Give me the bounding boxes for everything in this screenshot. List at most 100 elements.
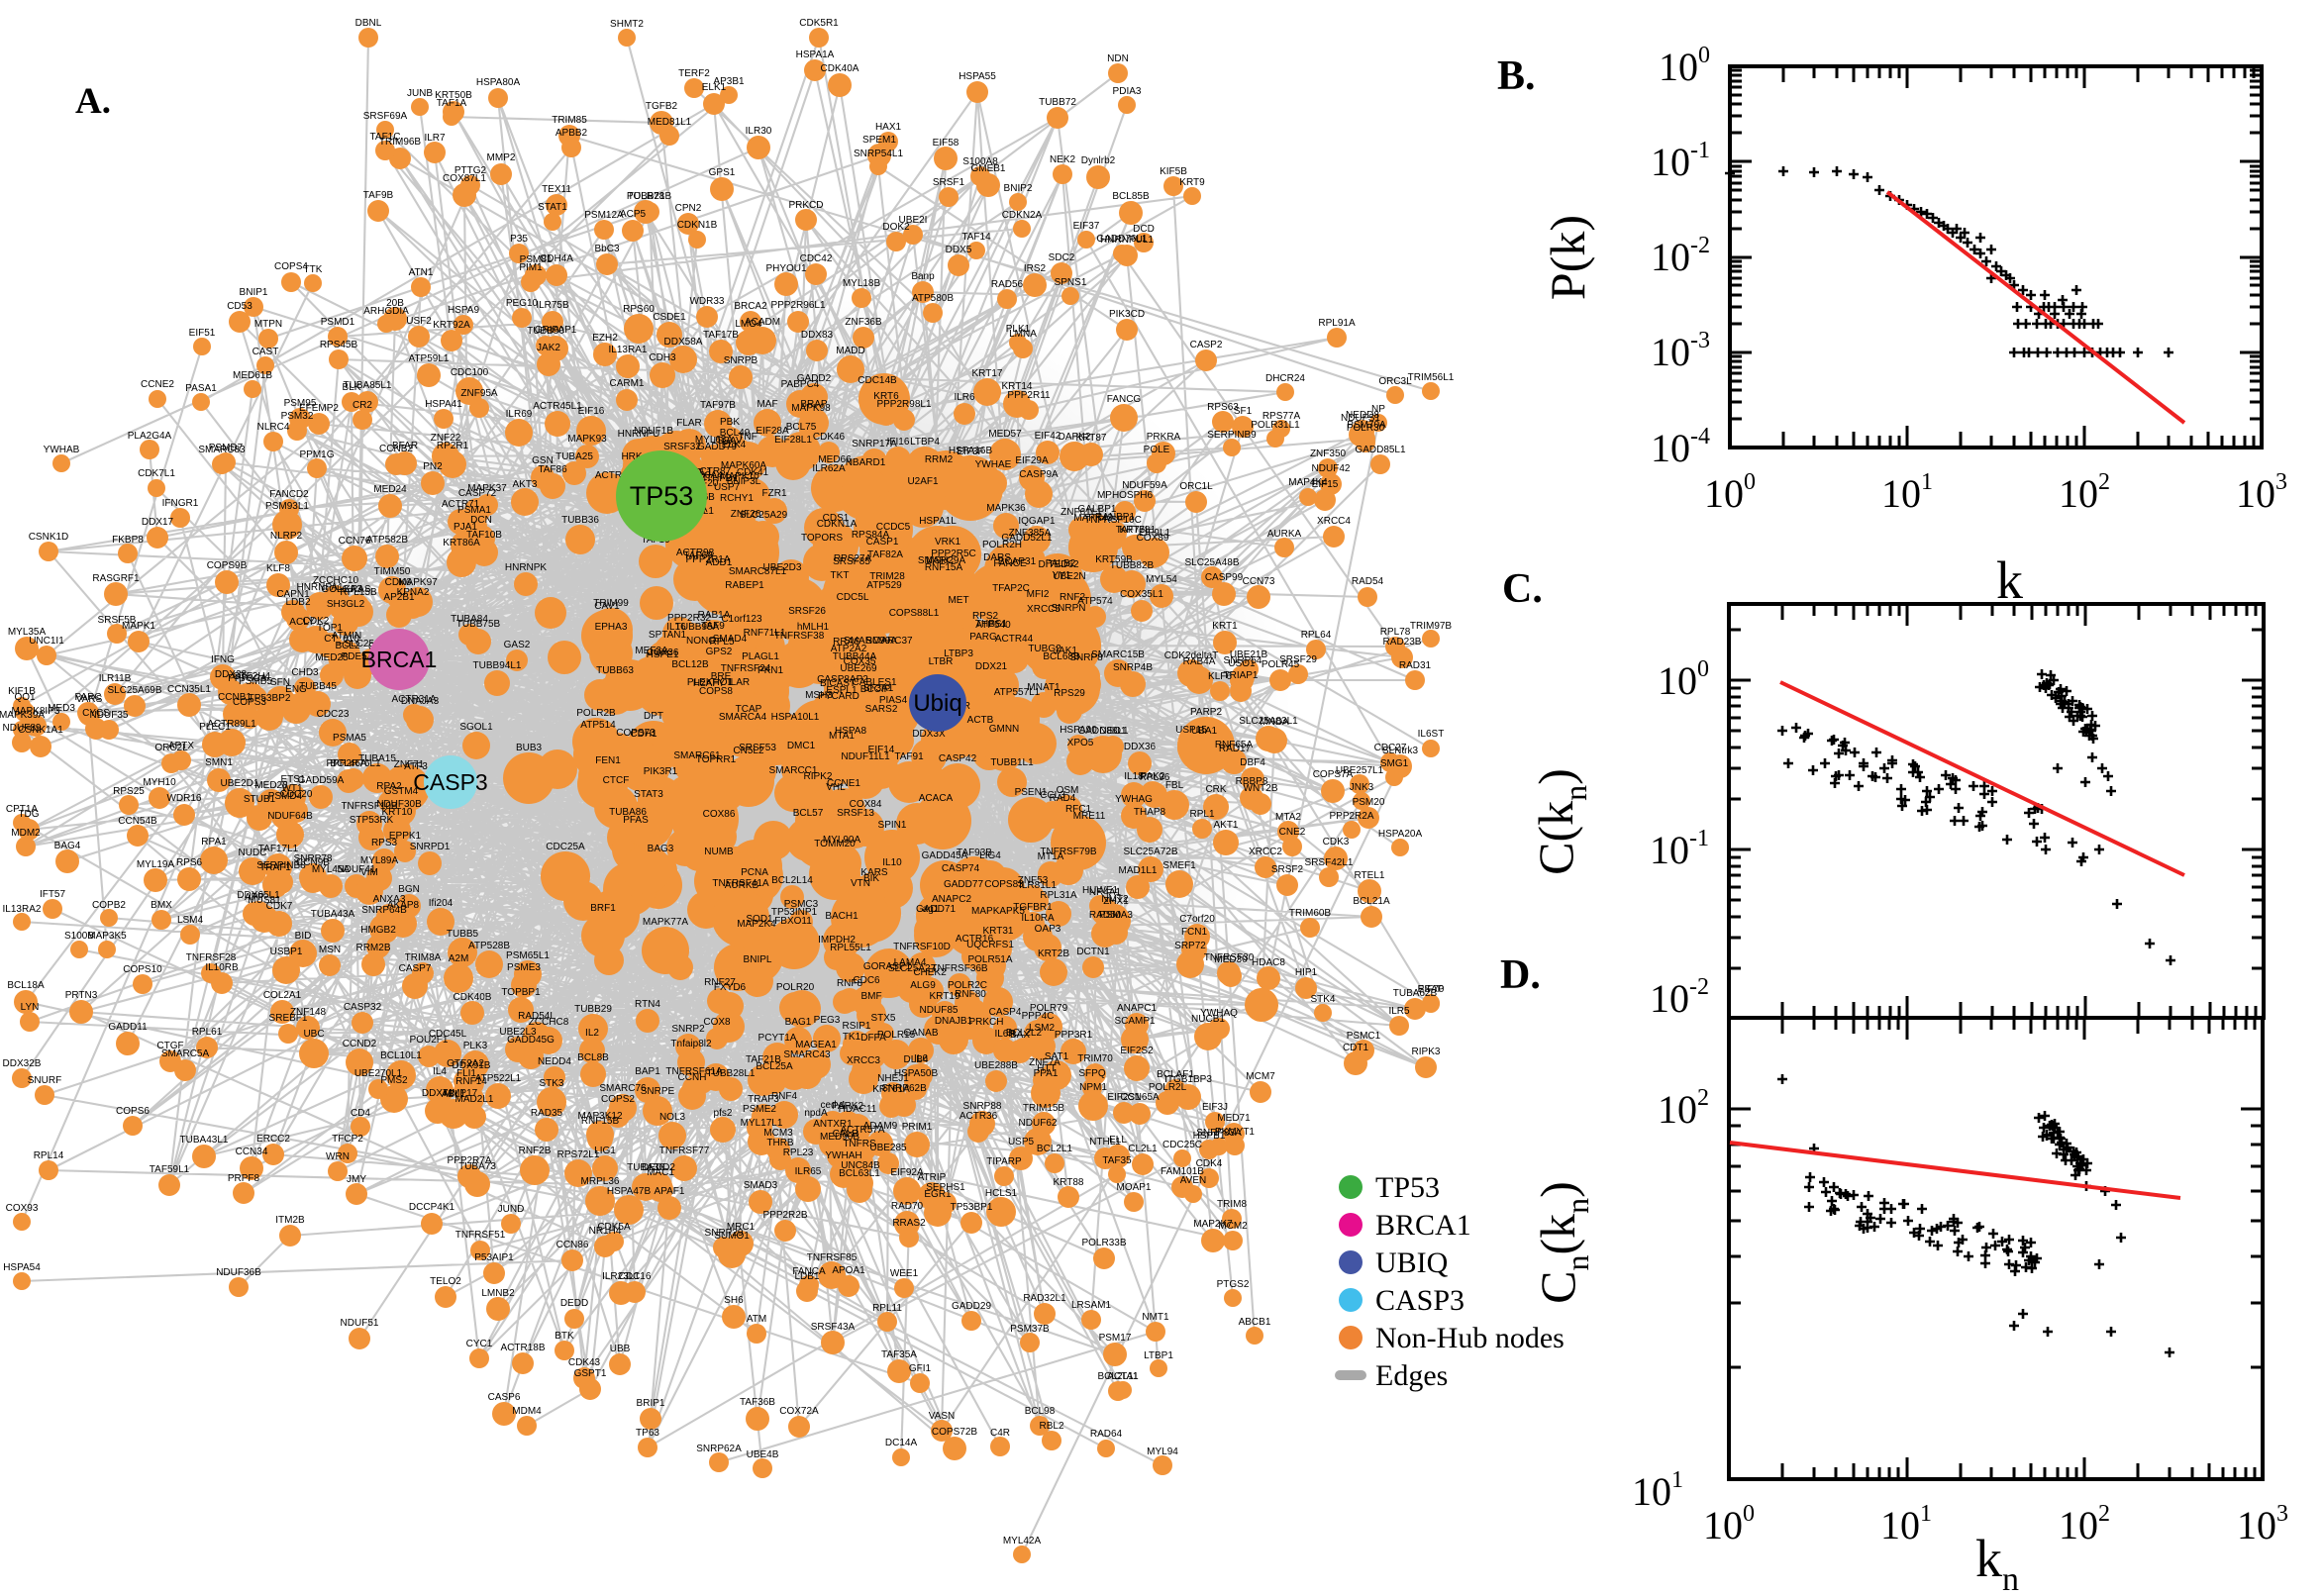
svg-text:MAPK39A: MAPK39A bbox=[0, 710, 45, 721]
svg-text:MAPK60A: MAPK60A bbox=[721, 460, 766, 471]
svg-text:TAF21B: TAF21B bbox=[746, 1054, 781, 1065]
svg-text:PSMD7: PSMD7 bbox=[209, 443, 244, 453]
svg-text:MSH3: MSH3 bbox=[805, 690, 833, 701]
svg-text:SRSF32: SRSF32 bbox=[663, 442, 701, 452]
svg-text:RNF2B: RNF2B bbox=[519, 1146, 552, 1156]
svg-text:IMPDH2: IMPDH2 bbox=[818, 935, 856, 946]
svg-text:MAP2K4: MAP2K4 bbox=[737, 919, 776, 930]
svg-text:TNFRS: TNFRS bbox=[843, 1139, 876, 1149]
svg-text:TRIM8A: TRIM8A bbox=[405, 952, 442, 963]
svg-text:TAF93B: TAF93B bbox=[957, 848, 992, 858]
svg-text:TAF35: TAF35 bbox=[1102, 1155, 1132, 1166]
svg-text:SH6: SH6 bbox=[724, 1295, 744, 1306]
svg-text:POLR20: POLR20 bbox=[776, 982, 815, 993]
svg-text:PDE5A: PDE5A bbox=[342, 651, 374, 662]
svg-text:FLAR: FLAR bbox=[676, 418, 702, 429]
svg-text:ACTR57A: ACTR57A bbox=[840, 1125, 884, 1136]
svg-text:AP3B1: AP3B1 bbox=[713, 76, 745, 87]
svg-text:STP53RK: STP53RK bbox=[350, 815, 394, 826]
svg-text:SFN: SFN bbox=[270, 677, 290, 688]
svg-text:PCNA: PCNA bbox=[741, 867, 768, 878]
svg-text:LSM2: LSM2 bbox=[1029, 1023, 1056, 1034]
svg-text:AKAP8: AKAP8 bbox=[387, 900, 420, 911]
svg-text:MAPK8IP3: MAPK8IP3 bbox=[12, 706, 60, 717]
svg-text:BCL2: BCL2 bbox=[335, 641, 359, 651]
svg-text:Tnfaip8l2: Tnfaip8l2 bbox=[670, 1039, 712, 1049]
svg-text:JMY: JMY bbox=[347, 1174, 366, 1185]
svg-text:PSM70A: PSM70A bbox=[1347, 420, 1386, 431]
svg-text:GMEB1: GMEB1 bbox=[970, 163, 1005, 174]
svg-text:YWHAE: YWHAE bbox=[975, 459, 1012, 470]
svg-text:USF2: USF2 bbox=[406, 316, 432, 327]
svg-text:NDUF35: NDUF35 bbox=[90, 710, 129, 721]
svg-text:MAPK97: MAPK97 bbox=[398, 577, 438, 588]
svg-text:PEG3: PEG3 bbox=[814, 1015, 841, 1026]
svg-text:TAF1A: TAF1A bbox=[437, 98, 467, 109]
svg-text:MET: MET bbox=[948, 595, 968, 606]
svg-text:TNFRSF77: TNFRSF77 bbox=[659, 1146, 710, 1156]
svg-text:TAF9B: TAF9B bbox=[363, 190, 394, 201]
svg-text:MTHFD1: MTHFD1 bbox=[698, 473, 739, 484]
svg-text:CASP32: CASP32 bbox=[344, 1002, 382, 1013]
svg-text:HSPA90: HSPA90 bbox=[1060, 725, 1097, 736]
svg-text:RPS84A: RPS84A bbox=[852, 530, 890, 541]
svg-text:CYC1: CYC1 bbox=[466, 1339, 493, 1349]
svg-text:PARG: PARG bbox=[969, 632, 997, 643]
svg-text:RP2R1: RP2R1 bbox=[437, 441, 469, 451]
svg-text:COPS7A: COPS7A bbox=[1313, 769, 1354, 780]
svg-text:NDN: NDN bbox=[1107, 53, 1129, 64]
svg-text:TEX11: TEX11 bbox=[542, 184, 571, 195]
svg-text:IFNGR1: IFNGR1 bbox=[162, 498, 199, 509]
svg-text:HCLS1: HCLS1 bbox=[985, 1188, 1018, 1199]
svg-text:TUBB29: TUBB29 bbox=[574, 1004, 612, 1015]
svg-text:RASGRF1: RASGRF1 bbox=[92, 573, 140, 584]
svg-text:SLC25A29: SLC25A29 bbox=[740, 510, 788, 521]
svg-text:ABCB1: ABCB1 bbox=[1239, 1317, 1271, 1328]
svg-text:IRS2: IRS2 bbox=[1024, 263, 1047, 274]
svg-text:DDX32B: DDX32B bbox=[3, 1058, 42, 1069]
svg-text:SMARC99A: SMARC99A bbox=[844, 636, 897, 647]
svg-text:MAPK77A: MAPK77A bbox=[643, 917, 688, 928]
svg-text:MAPK98: MAPK98 bbox=[791, 403, 831, 414]
svg-text:RSIP1: RSIP1 bbox=[843, 1021, 871, 1032]
svg-text:PPP4C: PPP4C bbox=[1022, 1011, 1055, 1022]
svg-text:YWHAQ: YWHAQ bbox=[1200, 1008, 1238, 1019]
svg-text:MAF: MAF bbox=[757, 399, 777, 410]
svg-text:RNF65A: RNF65A bbox=[1215, 740, 1254, 750]
svg-text:Edges: Edges bbox=[1375, 1359, 1448, 1392]
svg-text:SLC25A69B: SLC25A69B bbox=[107, 685, 161, 696]
svg-text:MOAP1: MOAP1 bbox=[1116, 1182, 1151, 1193]
svg-text:SNRPB: SNRPB bbox=[724, 355, 758, 366]
svg-text:PSM81: PSM81 bbox=[520, 254, 553, 265]
svg-text:SLC25A27: SLC25A27 bbox=[888, 963, 937, 974]
svg-text:PARK2: PARK2 bbox=[832, 1101, 863, 1112]
svg-text:IFNG: IFNG bbox=[211, 654, 235, 665]
svg-text:HTT: HTT bbox=[1037, 1063, 1056, 1074]
svg-text:CAST: CAST bbox=[252, 347, 279, 357]
svg-text:NR1H4: NR1H4 bbox=[589, 1226, 622, 1237]
svg-text:EIF14: EIF14 bbox=[868, 745, 895, 755]
svg-text:TUBA62B: TUBA62B bbox=[1393, 988, 1438, 999]
svg-text:KPNA2: KPNA2 bbox=[397, 587, 430, 598]
svg-text:S100A4: S100A4 bbox=[687, 470, 723, 481]
svg-text:MRPL36: MRPL36 bbox=[581, 1176, 620, 1187]
svg-text:COX87L1: COX87L1 bbox=[443, 173, 486, 184]
svg-text:SNRP8: SNRP8 bbox=[1069, 652, 1103, 663]
svg-text:SDC2: SDC2 bbox=[1049, 252, 1075, 263]
svg-text:IL6ST: IL6ST bbox=[1418, 729, 1445, 740]
svg-text:PRPF8: PRPF8 bbox=[228, 1173, 260, 1184]
svg-text:ACP5: ACP5 bbox=[620, 209, 647, 220]
svg-text:NDUF62: NDUF62 bbox=[1019, 1118, 1058, 1129]
svg-text:MTA2: MTA2 bbox=[1275, 812, 1301, 823]
svg-text:CR2: CR2 bbox=[353, 400, 372, 411]
svg-text:MED25: MED25 bbox=[315, 652, 349, 663]
svg-text:SMARC15B: SMARC15B bbox=[1091, 649, 1145, 660]
svg-text:NDUF36B: NDUF36B bbox=[216, 1267, 261, 1278]
svg-text:PIK3CD: PIK3CD bbox=[1109, 309, 1145, 320]
svg-text:TUBA43L1: TUBA43L1 bbox=[180, 1135, 229, 1146]
svg-text:PRKCH: PRKCH bbox=[968, 1017, 1003, 1028]
svg-text:BGN: BGN bbox=[398, 884, 420, 895]
svg-text:PLK1: PLK1 bbox=[1006, 324, 1031, 335]
svg-text:NDUF41: NDUF41 bbox=[338, 864, 376, 875]
svg-text:CCNB1: CCNB1 bbox=[218, 692, 252, 703]
